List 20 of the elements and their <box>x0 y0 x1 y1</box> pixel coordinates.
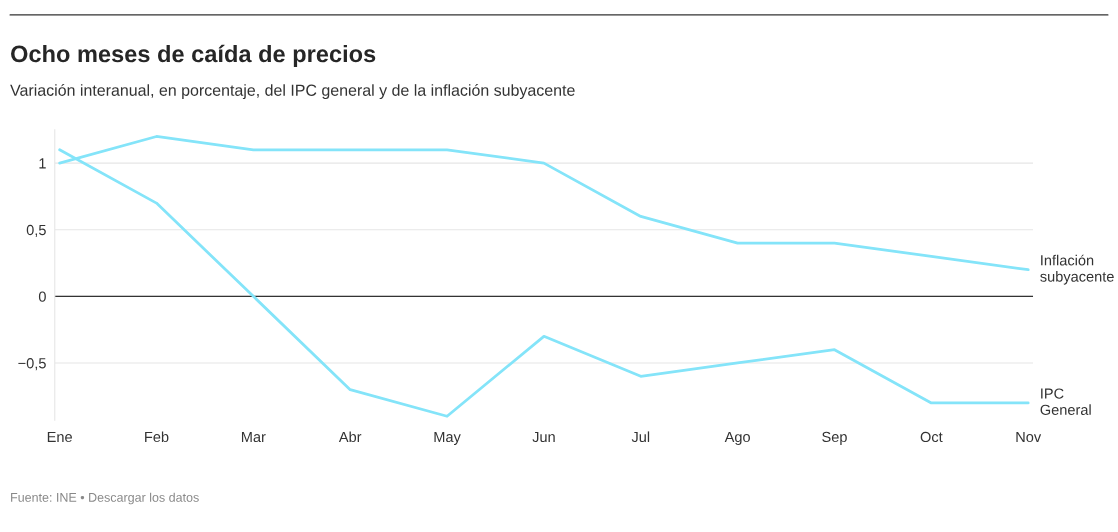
chart-subtitle: Variación interanual, en porcentaje, del IPC general y de la inflación subyacente <box>10 83 575 100</box>
x-tick-label: Jun <box>532 431 555 443</box>
x-tick-label: Ago <box>724 431 750 445</box>
series-label: IPC General <box>1040 388 1091 415</box>
chart-title: Ocho meses de caída de precios <box>11 44 376 67</box>
source-note: Fuente: INE • Descargar los datos <box>11 492 199 505</box>
x-tick-label: Oct <box>920 431 943 443</box>
y-tick-label: 1 <box>39 158 46 169</box>
x-tick-label: Ene <box>47 431 72 443</box>
x-tick-label: May <box>434 431 461 445</box>
x-tick-label: Mar <box>241 431 266 443</box>
x-tick-label: Jul <box>631 431 650 443</box>
x-tick-label: Abr <box>338 431 362 443</box>
x-tick-label: Nov <box>1016 431 1042 443</box>
series-label: Inflación subyacente <box>1040 254 1114 285</box>
x-tick-label: Sep <box>822 431 847 445</box>
x-tick-label: Feb <box>145 431 169 443</box>
y-tick-label: 0,5 <box>26 224 46 237</box>
y-tick-label: −0,5 <box>18 358 46 371</box>
y-tick-label: 0 <box>38 291 46 302</box>
